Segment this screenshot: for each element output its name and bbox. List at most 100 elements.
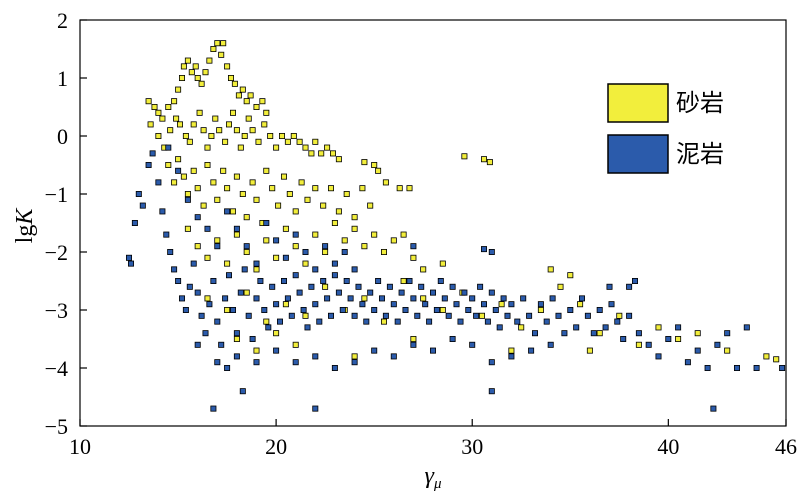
data-point <box>249 127 256 134</box>
data-point <box>445 312 452 319</box>
data-point <box>567 306 574 313</box>
data-point <box>343 277 350 284</box>
data-point <box>302 144 309 151</box>
data-point <box>186 138 193 145</box>
data-point <box>526 312 533 319</box>
data-point <box>734 364 741 371</box>
data-point <box>194 289 201 296</box>
data-point <box>204 144 211 151</box>
data-point <box>206 301 213 308</box>
data-point <box>586 347 593 354</box>
data-point <box>437 277 444 284</box>
y-tick-label: 2 <box>57 8 68 33</box>
data-point <box>371 231 378 238</box>
data-point <box>386 283 393 290</box>
data-point <box>188 69 195 76</box>
data-point <box>390 353 397 360</box>
data-point <box>449 283 456 290</box>
data-point <box>371 347 378 354</box>
data-point <box>335 208 342 215</box>
data-point <box>590 330 597 337</box>
data-point <box>439 306 446 313</box>
data-point <box>461 153 468 160</box>
data-point <box>394 318 401 325</box>
data-point <box>145 161 152 168</box>
data-point <box>492 306 499 313</box>
data-point <box>400 231 407 238</box>
data-point <box>461 289 468 296</box>
data-point <box>282 225 289 232</box>
data-point <box>198 312 205 319</box>
data-point <box>269 185 276 192</box>
data-point <box>704 364 711 371</box>
data-point <box>190 167 197 174</box>
data-point <box>180 173 187 180</box>
data-point <box>233 353 240 360</box>
data-point <box>626 312 633 319</box>
y-axis-title-main: lg <box>12 225 38 244</box>
data-point <box>675 324 682 331</box>
data-point <box>410 335 417 342</box>
data-point <box>528 347 535 354</box>
data-point <box>312 185 319 192</box>
data-point <box>304 196 311 203</box>
data-point <box>480 156 487 163</box>
data-point <box>331 272 338 279</box>
data-point <box>335 289 342 296</box>
data-point <box>224 260 231 267</box>
data-point <box>547 266 554 273</box>
data-point <box>218 51 225 58</box>
data-point <box>237 289 244 296</box>
legend: 砂岩 泥岩 <box>607 83 724 174</box>
data-point <box>165 161 172 168</box>
data-point <box>296 289 303 296</box>
data-point <box>308 150 315 157</box>
data-point <box>253 266 260 273</box>
data-point <box>275 202 282 209</box>
data-point <box>496 324 503 331</box>
data-point <box>335 156 342 163</box>
data-point <box>218 341 225 348</box>
data-point <box>400 277 407 284</box>
data-point <box>243 214 250 221</box>
data-point <box>214 196 221 203</box>
data-point <box>284 295 291 302</box>
data-point <box>616 312 623 319</box>
data-point <box>322 283 329 290</box>
data-point <box>194 341 201 348</box>
data-point <box>486 159 493 166</box>
y-axis-title: lgK <box>12 207 38 244</box>
data-point <box>382 179 389 186</box>
data-point <box>210 405 217 412</box>
data-point <box>567 272 574 279</box>
data-point <box>371 161 378 168</box>
data-point <box>167 248 174 255</box>
y-tick-label: −4 <box>45 356 68 381</box>
data-point <box>367 202 374 209</box>
data-point <box>186 283 193 290</box>
data-point <box>380 248 387 255</box>
data-point <box>312 266 319 273</box>
data-point <box>273 237 280 244</box>
data-point <box>245 115 252 122</box>
data-point <box>626 283 633 290</box>
data-point <box>204 161 211 168</box>
data-point <box>406 185 413 192</box>
data-point <box>339 306 346 313</box>
data-point <box>204 254 211 261</box>
data-point <box>296 138 303 145</box>
data-point <box>655 353 662 360</box>
data-point <box>284 138 291 145</box>
data-point <box>194 75 201 82</box>
data-point <box>204 295 211 302</box>
data-point <box>324 295 331 302</box>
data-point <box>273 144 280 151</box>
data-point <box>620 335 627 342</box>
data-point <box>390 237 397 244</box>
data-point <box>282 254 289 261</box>
data-point <box>420 295 427 302</box>
data-point <box>202 330 209 337</box>
data-point <box>245 312 252 319</box>
data-point <box>300 306 307 313</box>
